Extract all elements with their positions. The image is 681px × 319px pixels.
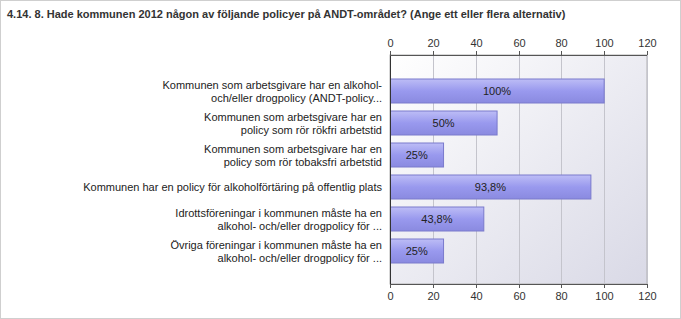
category-line: policy som rör rökfri arbetstid xyxy=(241,124,382,136)
bar xyxy=(390,79,604,103)
plot-area xyxy=(390,55,647,284)
tick-mark xyxy=(647,51,648,55)
category-line: och/eller drogpolicy (ANDT-policy... xyxy=(211,92,382,104)
data-label: 25% xyxy=(406,149,428,161)
tick-mark xyxy=(561,51,562,55)
data-label: 50% xyxy=(433,117,455,129)
tick-label: 60 xyxy=(513,290,525,302)
tick-label: 0 xyxy=(387,290,393,302)
bar xyxy=(390,111,497,135)
tick-label: 120 xyxy=(638,37,656,49)
bar xyxy=(390,175,591,199)
bars xyxy=(390,79,604,263)
category-line: alkohol- och/eller drogpolicy för ... xyxy=(218,220,382,232)
data-label: 43,8% xyxy=(421,213,452,225)
tick-label: 60 xyxy=(513,37,525,49)
tick-mark xyxy=(604,51,605,55)
data-label: 93,8% xyxy=(475,181,506,193)
category-line: Idrottsföreningar i kommunen måste ha en xyxy=(175,207,382,219)
tick-label: 0 xyxy=(387,37,393,49)
category-line: Övriga föreningar i kommunen måste ha en xyxy=(170,239,382,251)
tick-mark xyxy=(390,51,391,55)
tick-label: 120 xyxy=(638,290,656,302)
category-label: Kommunen har en policy för alkoholförtär… xyxy=(83,181,382,193)
data-label: 25% xyxy=(406,245,428,257)
category-label: Kommunen som arbetsgivare har enpolicy s… xyxy=(204,111,382,136)
axis-line xyxy=(390,284,647,285)
category-line: Kommunen som arbetsgivare har en xyxy=(204,111,382,123)
title: 4.14. 8. Hade kommunen 2012 någon av föl… xyxy=(7,8,566,20)
bar xyxy=(390,239,444,263)
bar xyxy=(390,207,484,231)
category-label: Kommunen som arbetsgivare har enpolicy s… xyxy=(204,143,382,168)
tick-label: 40 xyxy=(470,290,482,302)
grid-line xyxy=(647,55,648,284)
category-line: alkohol- och/eller drogpolicy för ... xyxy=(218,252,382,264)
tick-label: 40 xyxy=(470,37,482,49)
tick-label: 80 xyxy=(555,37,567,49)
category-label: Övriga föreningar i kommunen måste ha en… xyxy=(170,239,382,264)
category-label: Kommunen som arbetsgivare har en alkohol… xyxy=(162,79,382,104)
grid-line xyxy=(390,55,391,284)
tick-label: 20 xyxy=(427,290,439,302)
labels: 100% 50% 25% 93,8% 43,8% 25% xyxy=(406,85,512,257)
data-label: 100% xyxy=(483,85,511,97)
category-line: Kommunen som arbetsgivare har en alkohol… xyxy=(162,79,382,91)
category-label: Idrottsföreningar i kommunen måste ha en… xyxy=(175,207,382,232)
chart: 4.14. 8. Hade kommunen 2012 någon av föl… xyxy=(0,0,681,319)
tick-mark xyxy=(519,51,520,55)
category-line: Kommunen har en policy för alkoholförtär… xyxy=(83,181,382,193)
tick-mark xyxy=(647,284,648,288)
category-line: Kommunen som arbetsgivare har en xyxy=(204,143,382,155)
category-line: policy som rör tobaksfri arbetstid xyxy=(224,156,382,168)
axis-line xyxy=(390,55,647,56)
tick-mark xyxy=(433,51,434,55)
bar xyxy=(390,143,444,167)
tick-mark xyxy=(476,51,477,55)
frame xyxy=(1,1,681,319)
tick-label: 100 xyxy=(595,290,613,302)
tick-label: 100 xyxy=(595,37,613,49)
axis-line xyxy=(390,55,391,284)
tick-label: 80 xyxy=(555,290,567,302)
tick-label: 20 xyxy=(427,37,439,49)
